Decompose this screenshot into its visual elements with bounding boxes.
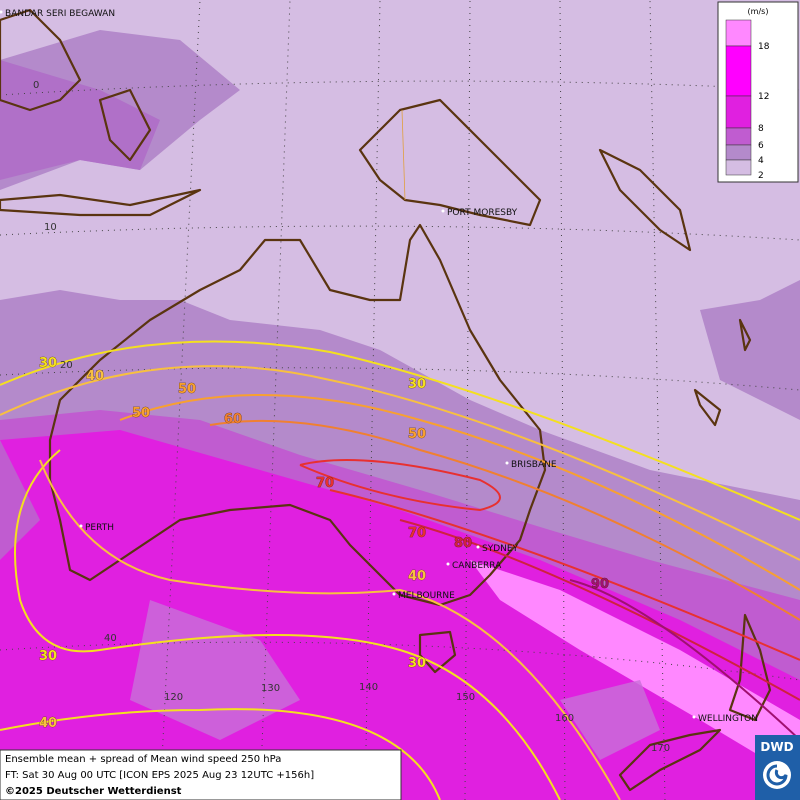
footer-line: FT: Sat 30 Aug 00 UTC [ICON EPS 2025 Aug… (5, 770, 314, 781)
city-dot (79, 524, 83, 528)
contour-label: 40 (39, 716, 57, 731)
city-dot (0, 10, 3, 14)
contour-label: 70 (316, 476, 334, 491)
contour-label: 50 (132, 406, 150, 421)
labels: BANDAR SERI BEGAWAN PORT MORESBY BRISBANE S… (0, 9, 758, 754)
city-dot (505, 461, 509, 465)
contour-label: 40 (408, 569, 426, 584)
footer-line: ©2025 Deutscher Wetterdienst (5, 786, 182, 797)
contour-label: 30 (408, 377, 426, 392)
legend-unit: (m/s) (748, 7, 769, 16)
grid-label: 0 (33, 80, 39, 91)
legend-tick-label: 4 (758, 156, 764, 166)
legend-swatch (725, 95, 752, 129)
grid-label: 130 (261, 683, 280, 694)
max-spread-area (470, 560, 800, 780)
grid-label: 40 (104, 633, 117, 644)
contours (0, 340, 800, 800)
city-label: WELLINGTON (698, 714, 758, 724)
footer-line: Ensemble mean + spread of Mean wind spee… (5, 754, 281, 765)
legend-tick-label: 6 (758, 141, 764, 151)
coastlines (0, 8, 772, 792)
legend-swatch (725, 144, 752, 161)
legend-swatch (725, 45, 752, 97)
contour-label: 70 (408, 526, 426, 541)
contour-label: 30 (408, 656, 426, 671)
city-dot (692, 715, 696, 719)
grid-label: 150 (456, 692, 475, 703)
contour-label: 40 (86, 369, 104, 384)
grid-label: 20 (60, 360, 73, 371)
city-dot (392, 592, 396, 596)
contour-label: 50 (178, 382, 196, 397)
city-label: BANDAR SERI BEGAWAN (5, 9, 115, 19)
logo-swirl (766, 764, 788, 786)
city-dot (446, 562, 450, 566)
grid-label: 120 (164, 692, 183, 703)
legend-swatch (725, 159, 752, 176)
legend-tick-label: 18 (758, 42, 770, 52)
contour-label: 50 (408, 427, 426, 442)
low-spread-area (0, 0, 800, 500)
logo-text: DWD (760, 740, 793, 754)
legend-tick-label: 8 (758, 124, 764, 134)
city-label: PERTH (85, 523, 114, 533)
legend-tick-label: 12 (758, 92, 769, 102)
legend: (m/s) 18 12 8 6 4 2 (717, 1, 799, 183)
grid-label: 140 (359, 682, 378, 693)
city-label: PORT MORESBY (447, 208, 518, 218)
contour-label: 30 (39, 356, 57, 371)
contour-label: 30 (39, 649, 57, 664)
city-dot (441, 209, 445, 213)
contour-label: 60 (224, 412, 242, 427)
legend-tick-label: 2 (758, 171, 764, 181)
grid-label: 170 (651, 743, 670, 754)
legend-swatch (725, 127, 752, 146)
grid-label: 160 (555, 713, 574, 724)
footer-box (0, 749, 402, 800)
city-label: SYDNEY (482, 544, 519, 554)
city-label: MELBOURNE (398, 591, 455, 601)
grid-label: 10 (44, 222, 57, 233)
city-label: CANBERRA (452, 561, 502, 571)
city-label: BRISBANE (511, 460, 557, 470)
city-dot (476, 545, 480, 549)
contour-label: 80 (454, 536, 472, 551)
spread-patch (130, 600, 660, 760)
legend-swatch (725, 19, 752, 47)
contour-label: 90 (591, 577, 609, 592)
